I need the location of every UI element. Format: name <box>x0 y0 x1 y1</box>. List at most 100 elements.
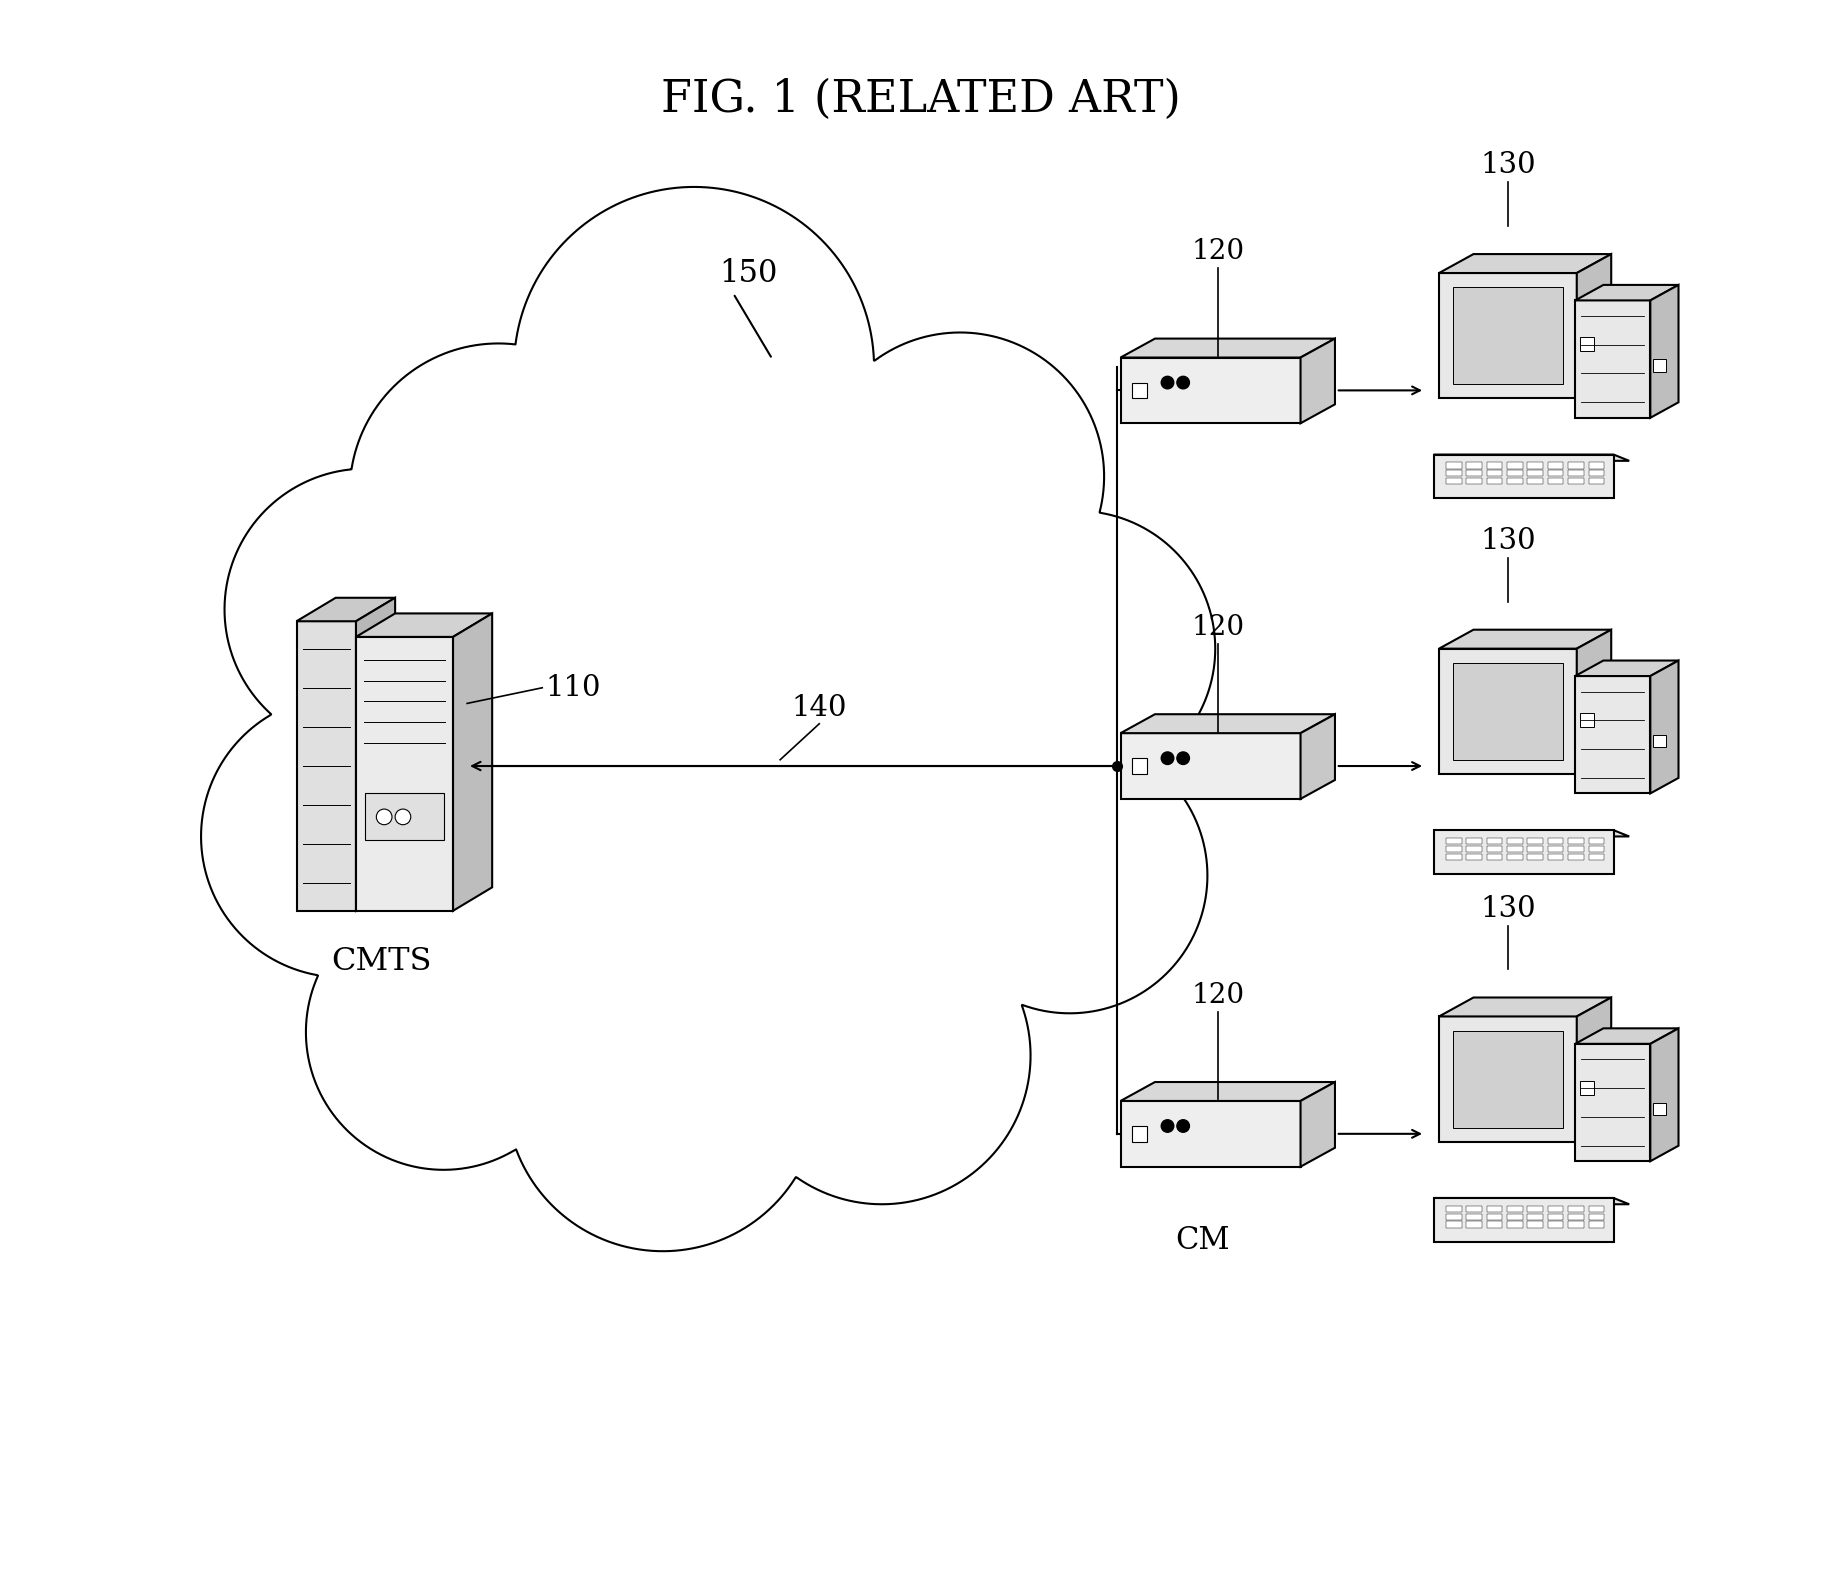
Polygon shape <box>1439 649 1577 774</box>
Circle shape <box>1177 752 1190 764</box>
Polygon shape <box>1120 733 1300 799</box>
Text: FIG. 1 (RELATED ART): FIG. 1 (RELATED ART) <box>661 77 1181 120</box>
Polygon shape <box>1650 284 1678 418</box>
Polygon shape <box>1439 1017 1577 1142</box>
Bar <box>1568 478 1584 485</box>
Polygon shape <box>1575 284 1678 300</box>
Polygon shape <box>1433 1198 1614 1241</box>
Polygon shape <box>1577 998 1612 1142</box>
Bar <box>1547 1206 1564 1213</box>
Text: 110: 110 <box>545 674 600 701</box>
Text: CMTS: CMTS <box>332 946 431 977</box>
Bar <box>1446 854 1463 861</box>
Circle shape <box>507 938 820 1251</box>
Circle shape <box>1177 1120 1190 1132</box>
Polygon shape <box>356 613 492 636</box>
Bar <box>1568 1206 1584 1213</box>
Bar <box>1466 478 1483 485</box>
Bar <box>1466 1206 1483 1213</box>
Bar <box>1588 838 1604 845</box>
Bar <box>1527 1222 1544 1228</box>
Polygon shape <box>1575 660 1678 676</box>
Bar <box>1446 463 1463 469</box>
Bar <box>1466 463 1483 469</box>
Polygon shape <box>1650 1028 1678 1161</box>
Polygon shape <box>1575 1044 1650 1161</box>
Bar <box>1588 1206 1604 1213</box>
Bar <box>1507 1214 1523 1221</box>
Polygon shape <box>1300 714 1335 799</box>
Bar <box>1527 838 1544 845</box>
Bar <box>1486 478 1503 485</box>
Polygon shape <box>1575 676 1650 793</box>
Text: CM: CM <box>1175 1225 1230 1255</box>
Circle shape <box>514 186 875 546</box>
Bar <box>1507 1222 1523 1228</box>
Polygon shape <box>453 613 492 911</box>
Polygon shape <box>1650 660 1678 793</box>
Polygon shape <box>1439 998 1612 1017</box>
Polygon shape <box>356 636 453 911</box>
Bar <box>1580 1080 1593 1094</box>
Polygon shape <box>1433 455 1614 499</box>
Bar <box>1588 1222 1604 1228</box>
Polygon shape <box>1577 254 1612 398</box>
Circle shape <box>306 894 582 1170</box>
Circle shape <box>1160 376 1173 388</box>
Polygon shape <box>1120 714 1335 733</box>
Bar <box>1588 463 1604 469</box>
Polygon shape <box>1439 254 1612 273</box>
Bar <box>1446 478 1463 485</box>
Polygon shape <box>297 598 396 621</box>
Bar <box>1527 471 1544 477</box>
Circle shape <box>201 696 483 977</box>
Bar <box>1486 846 1503 853</box>
Text: 130: 130 <box>1481 895 1536 922</box>
Bar <box>1588 854 1604 861</box>
Bar <box>1568 854 1584 861</box>
Bar <box>1588 846 1604 853</box>
Polygon shape <box>1439 630 1612 649</box>
Text: 150: 150 <box>720 257 777 289</box>
Bar <box>1446 1222 1463 1228</box>
Circle shape <box>932 737 1207 1014</box>
Bar <box>1568 1214 1584 1221</box>
Bar <box>1547 471 1564 477</box>
Bar <box>1446 1214 1463 1221</box>
Bar <box>1131 1126 1148 1142</box>
Polygon shape <box>1120 338 1335 357</box>
Bar <box>1547 463 1564 469</box>
Bar <box>1580 712 1593 726</box>
Bar <box>1507 1206 1523 1213</box>
Bar <box>1446 1206 1463 1213</box>
Bar <box>1527 478 1544 485</box>
Bar <box>1527 463 1544 469</box>
Bar <box>1507 478 1523 485</box>
Bar <box>1588 471 1604 477</box>
Text: 120: 120 <box>1192 982 1245 1009</box>
Polygon shape <box>1120 1101 1300 1167</box>
Text: 120: 120 <box>1192 238 1245 265</box>
Ellipse shape <box>350 382 1133 1071</box>
Bar <box>1568 1222 1584 1228</box>
Bar <box>1547 838 1564 845</box>
Bar <box>1547 846 1564 853</box>
Bar <box>1466 1222 1483 1228</box>
Circle shape <box>350 344 647 641</box>
Polygon shape <box>1300 1082 1335 1167</box>
Polygon shape <box>1453 663 1562 759</box>
Polygon shape <box>1120 1082 1335 1101</box>
Bar <box>1547 1222 1564 1228</box>
Bar <box>1486 854 1503 861</box>
Polygon shape <box>1433 455 1628 461</box>
Bar <box>1588 1214 1604 1221</box>
Bar <box>1466 471 1483 477</box>
Bar <box>1547 1214 1564 1221</box>
Bar <box>1507 838 1523 845</box>
Polygon shape <box>1453 287 1562 384</box>
Text: 130: 130 <box>1481 152 1536 178</box>
Circle shape <box>816 333 1103 621</box>
Bar <box>1527 854 1544 861</box>
Circle shape <box>1177 376 1190 388</box>
Polygon shape <box>1300 338 1335 423</box>
